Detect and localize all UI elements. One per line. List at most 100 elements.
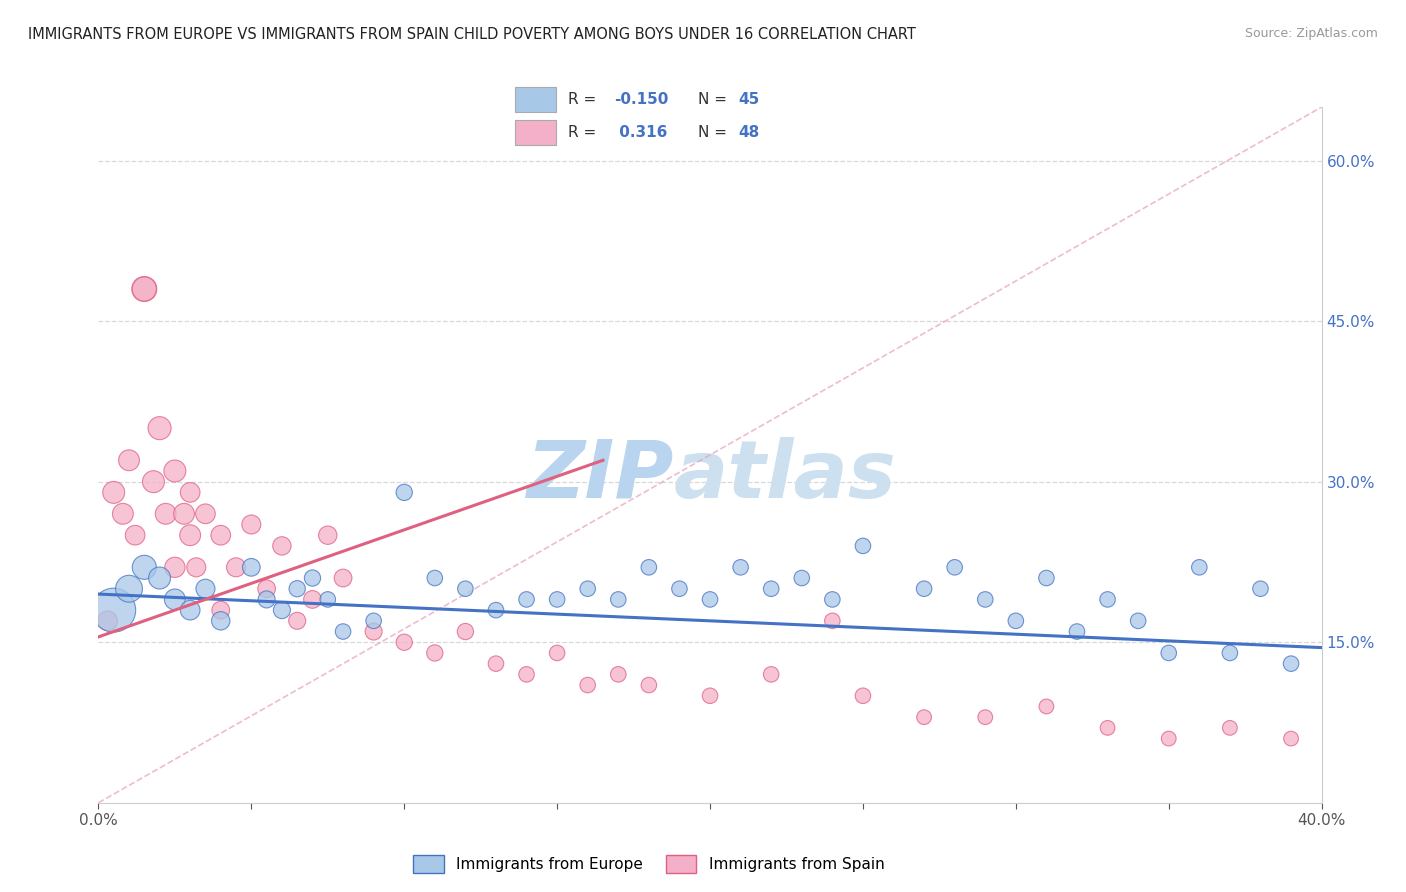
- Point: [576, 678, 599, 692]
- Point: [285, 582, 308, 596]
- Point: [516, 667, 538, 681]
- Point: [225, 560, 247, 574]
- Point: [637, 560, 661, 574]
- Point: [363, 614, 385, 628]
- Point: [97, 614, 120, 628]
- Point: [103, 485, 125, 500]
- Point: [423, 571, 446, 585]
- Point: [124, 528, 146, 542]
- Point: [699, 592, 721, 607]
- Point: [142, 475, 165, 489]
- Point: [270, 603, 292, 617]
- Point: [607, 592, 630, 607]
- Point: [163, 464, 186, 478]
- Point: [111, 507, 134, 521]
- Point: [485, 603, 508, 617]
- Text: ZIP: ZIP: [526, 437, 673, 515]
- Point: [332, 571, 354, 585]
- Point: [316, 528, 339, 542]
- Point: [103, 603, 125, 617]
- Point: [943, 560, 966, 574]
- Point: [1066, 624, 1088, 639]
- Point: [1157, 731, 1180, 746]
- Point: [637, 678, 661, 692]
- Point: [134, 282, 156, 296]
- Point: [392, 635, 416, 649]
- Point: [423, 646, 446, 660]
- Point: [194, 507, 217, 521]
- Point: [363, 624, 385, 639]
- Point: [1279, 657, 1302, 671]
- Point: [1249, 582, 1271, 596]
- Text: IMMIGRANTS FROM EUROPE VS IMMIGRANTS FROM SPAIN CHILD POVERTY AMONG BOYS UNDER 1: IMMIGRANTS FROM EUROPE VS IMMIGRANTS FRO…: [28, 27, 915, 42]
- Point: [759, 667, 782, 681]
- Point: [912, 710, 935, 724]
- Point: [1157, 646, 1180, 660]
- Point: [974, 592, 997, 607]
- Point: [1004, 614, 1026, 628]
- Point: [240, 517, 263, 532]
- Point: [730, 560, 752, 574]
- Bar: [516, 120, 555, 145]
- Point: [194, 582, 217, 596]
- Point: [179, 528, 201, 542]
- Point: [301, 571, 323, 585]
- Point: [240, 560, 263, 574]
- Point: [1188, 560, 1211, 574]
- Point: [179, 485, 201, 500]
- Text: Source: ZipAtlas.com: Source: ZipAtlas.com: [1244, 27, 1378, 40]
- Bar: [516, 87, 555, 112]
- Point: [516, 592, 538, 607]
- Point: [301, 592, 323, 607]
- Point: [332, 624, 354, 639]
- Point: [821, 614, 844, 628]
- Text: R =: R =: [568, 92, 602, 107]
- Point: [285, 614, 308, 628]
- Point: [852, 539, 875, 553]
- Point: [1219, 721, 1241, 735]
- Point: [852, 689, 875, 703]
- Text: 45: 45: [738, 92, 759, 107]
- Point: [118, 582, 141, 596]
- Point: [134, 282, 156, 296]
- Point: [209, 603, 232, 617]
- Point: [454, 582, 477, 596]
- Point: [546, 592, 568, 607]
- Point: [209, 528, 232, 542]
- Point: [155, 507, 177, 521]
- Point: [1279, 731, 1302, 746]
- Point: [668, 582, 690, 596]
- Point: [1219, 646, 1241, 660]
- Point: [173, 507, 195, 521]
- Point: [974, 710, 997, 724]
- Text: N =: N =: [697, 125, 731, 140]
- Point: [699, 689, 721, 703]
- Legend: Immigrants from Europe, Immigrants from Spain: Immigrants from Europe, Immigrants from …: [408, 849, 890, 879]
- Point: [256, 582, 278, 596]
- Point: [607, 667, 630, 681]
- Point: [485, 657, 508, 671]
- Point: [546, 646, 568, 660]
- Point: [1097, 592, 1119, 607]
- Point: [118, 453, 141, 467]
- Point: [134, 560, 156, 574]
- Text: N =: N =: [697, 92, 731, 107]
- Point: [316, 592, 339, 607]
- Text: -0.150: -0.150: [614, 92, 669, 107]
- Point: [256, 592, 278, 607]
- Point: [209, 614, 232, 628]
- Point: [821, 592, 844, 607]
- Point: [759, 582, 782, 596]
- Point: [1035, 571, 1057, 585]
- Point: [912, 582, 935, 596]
- Point: [392, 485, 416, 500]
- Point: [163, 592, 186, 607]
- Point: [270, 539, 292, 553]
- Text: R =: R =: [568, 125, 602, 140]
- Text: 0.316: 0.316: [614, 125, 668, 140]
- Text: atlas: atlas: [673, 437, 896, 515]
- Point: [1097, 721, 1119, 735]
- Text: 48: 48: [738, 125, 759, 140]
- Point: [163, 560, 186, 574]
- Point: [149, 571, 172, 585]
